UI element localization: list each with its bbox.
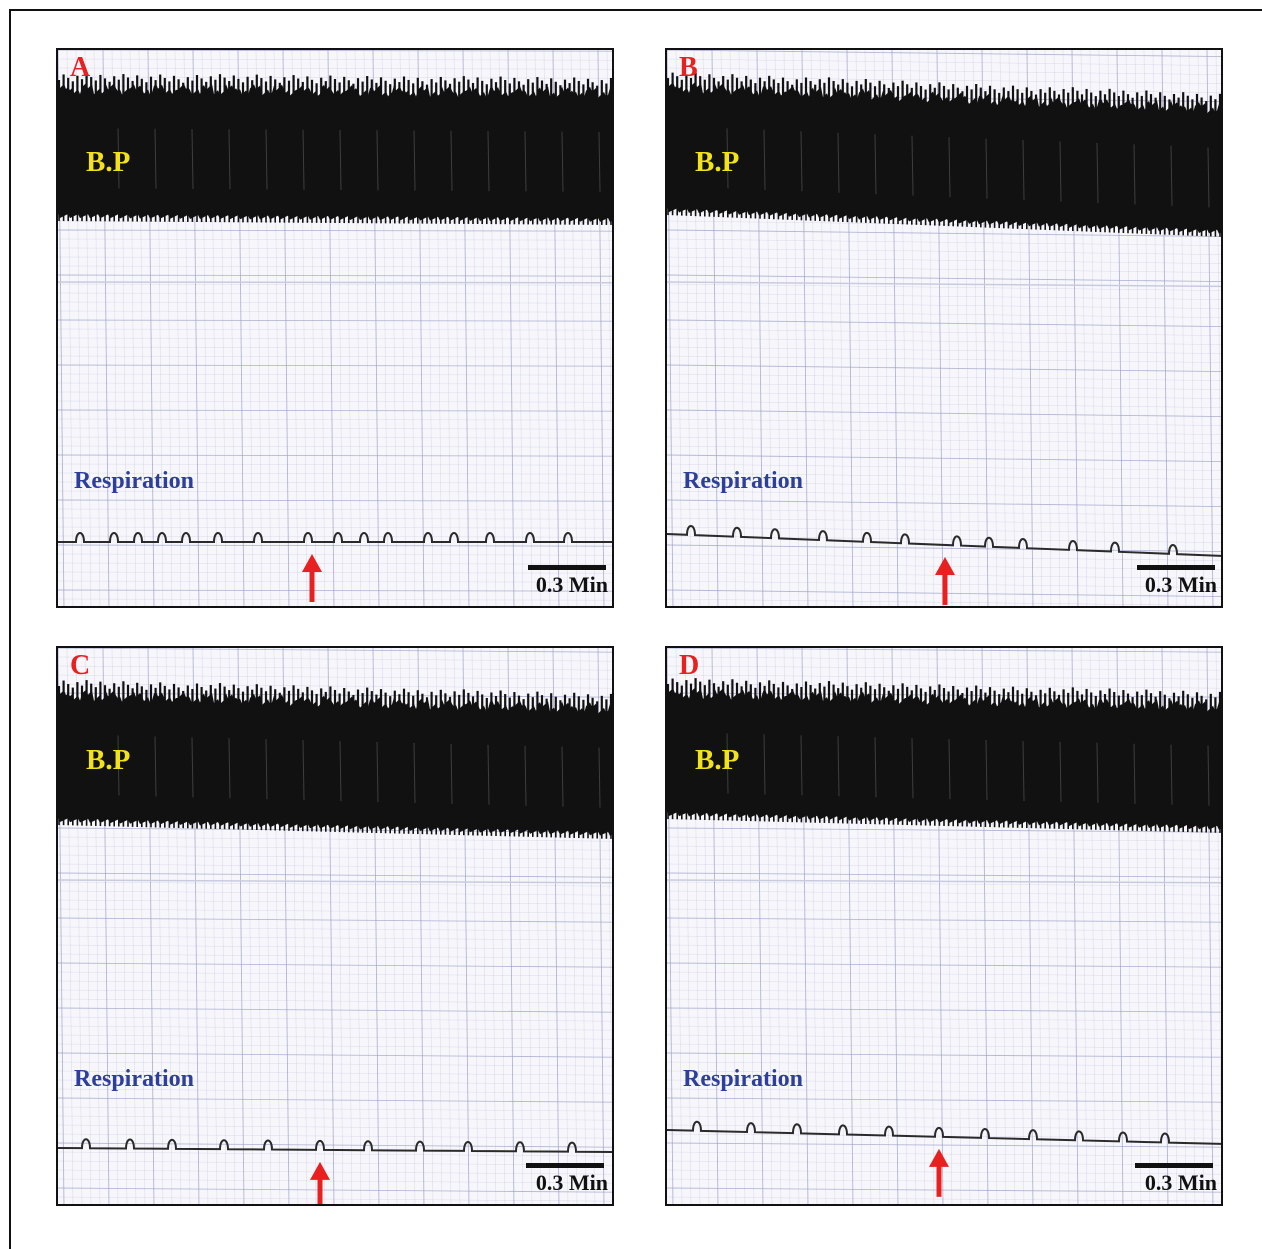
panel-b: B B.P Respiration 0.3 Min: [665, 48, 1223, 608]
panel-letter: D: [679, 650, 700, 681]
panel-d: D B.P Respiration 0.3 Min: [665, 646, 1223, 1206]
bp-trace: [667, 72, 1221, 237]
bp-trace: [58, 73, 612, 225]
scale-bar-label: 0.3 Min: [1144, 572, 1217, 597]
panel-letter: A: [70, 52, 91, 83]
scale-bar: [1135, 1163, 1213, 1168]
red-up-arrow-icon: [935, 556, 955, 605]
respiration-label: Respiration: [74, 468, 194, 494]
panel-c: C B.P Respiration 0.3 Min: [56, 646, 614, 1206]
panel-d-recording: [667, 648, 1221, 1204]
respiration-trace: [58, 532, 612, 543]
scale-bar-label: 0.3 Min: [535, 572, 608, 597]
respiration-trace: [667, 1120, 1221, 1145]
figure-frame: [9, 9, 1262, 1249]
respiration-label: Respiration: [74, 1066, 194, 1092]
respiration-trace: [58, 1138, 612, 1153]
bp-label: B.P: [695, 744, 740, 776]
scale-bar: [1137, 565, 1215, 570]
panel-a-recording: [58, 50, 612, 606]
scale-bar-label: 0.3 Min: [1144, 1170, 1217, 1195]
bp-label: B.P: [86, 744, 131, 776]
respiration-trace: [667, 524, 1221, 557]
bp-trace: [667, 678, 1221, 833]
panel-c-recording: [58, 648, 612, 1204]
bp-trace: [58, 680, 612, 839]
scale-bar-label: 0.3 Min: [535, 1170, 608, 1195]
panel-a: A B.P Respiration 0.3 Min: [56, 48, 614, 608]
bp-label: B.P: [695, 146, 740, 178]
respiration-label: Respiration: [683, 1066, 803, 1092]
bp-label: B.P: [86, 146, 131, 178]
panel-b-recording: [667, 50, 1221, 606]
respiration-label: Respiration: [683, 468, 803, 494]
panel-letter: B: [679, 52, 698, 83]
panel-letter: C: [70, 650, 91, 681]
red-up-arrow-icon: [929, 1148, 949, 1197]
scale-bar: [526, 1163, 604, 1168]
scale-bar: [528, 565, 606, 570]
red-up-arrow-icon: [302, 554, 322, 602]
red-up-arrow-icon: [310, 1161, 330, 1204]
